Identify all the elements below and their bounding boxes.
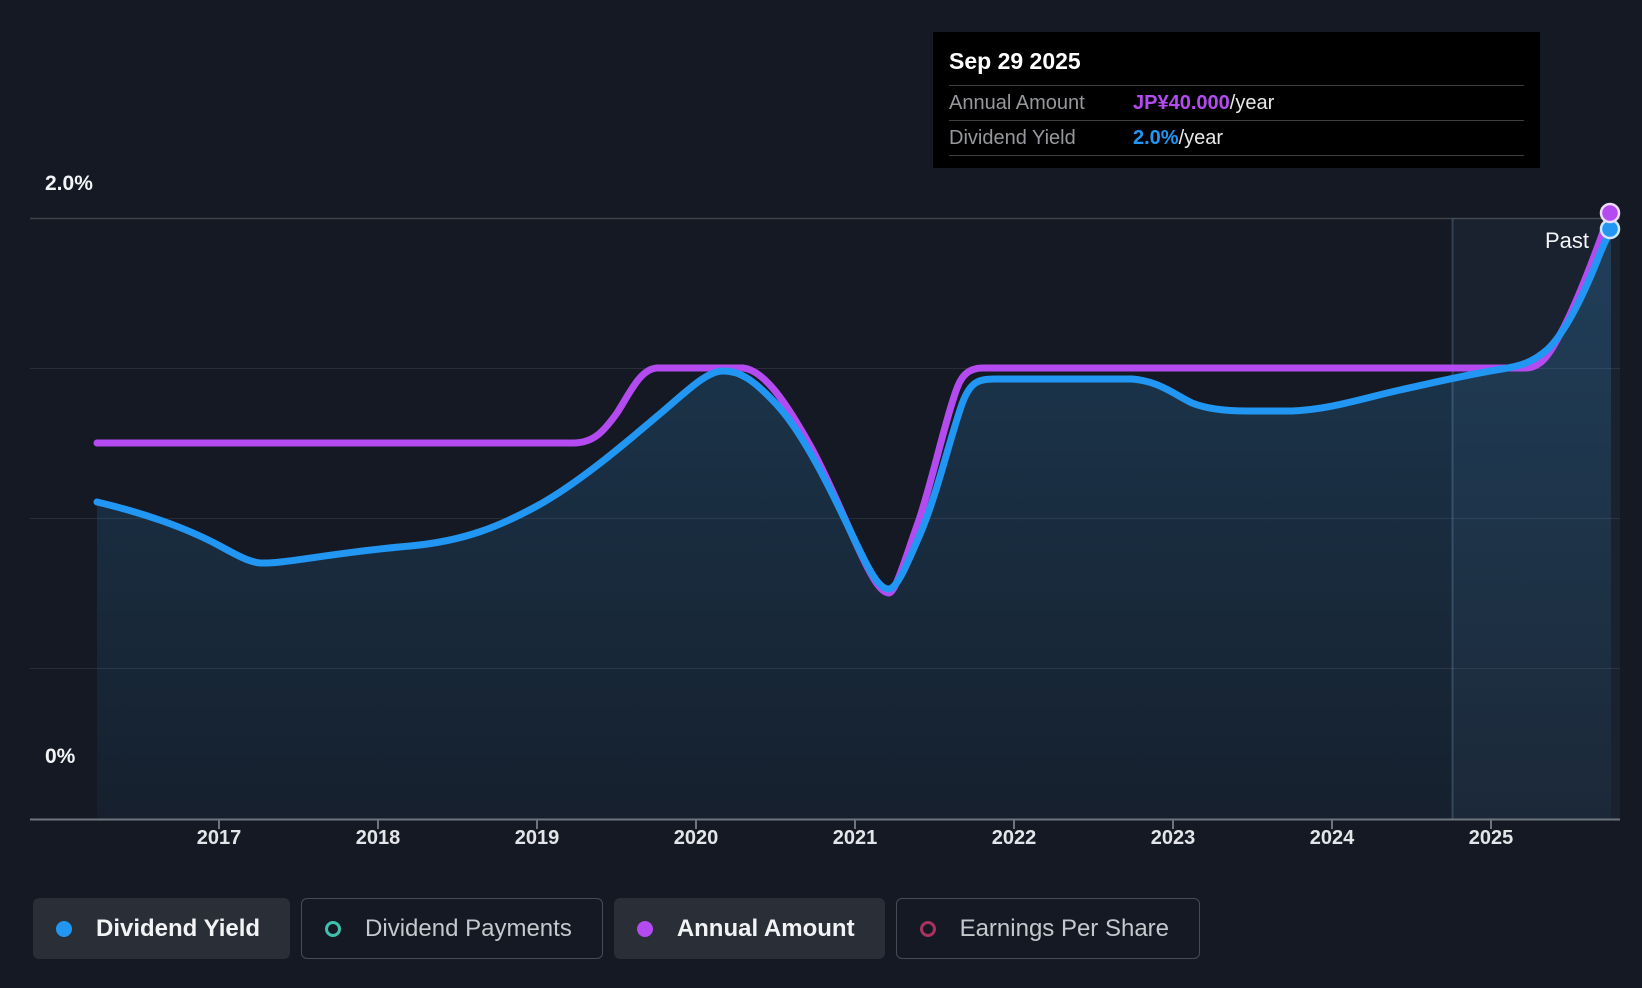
legend-toggle-dividend-yield[interactable]: Dividend Yield bbox=[33, 898, 291, 959]
legend-label: Annual Amount bbox=[676, 914, 855, 942]
dividend-yield-area bbox=[97, 229, 1611, 819]
legend-toggle-annual-amount[interactable]: Annual Amount bbox=[613, 898, 885, 959]
x-axis-label-2025: 2025 bbox=[1468, 827, 1514, 849]
x-axis-label-2018: 2018 bbox=[355, 827, 401, 849]
tooltip-annual-amount-label: Annual Amount bbox=[949, 91, 1085, 114]
dividend-yield-swatch-icon bbox=[56, 920, 72, 937]
tooltip-date: Sep 29 2025 bbox=[949, 42, 1524, 86]
dividend-yield-line bbox=[93, 225, 1615, 593]
tooltip-row-annual-amount: Annual Amount JP¥40.000 /year bbox=[949, 86, 1524, 121]
x-axis-label-2017: 2017 bbox=[196, 827, 242, 849]
tooltip-dividend-yield-value: 2.0% bbox=[1133, 126, 1179, 149]
legend-label: Earnings Per Share bbox=[959, 914, 1170, 942]
x-axis-label-2021: 2021 bbox=[832, 827, 878, 849]
legend-label: Dividend Payments bbox=[365, 914, 572, 942]
chart-legend: Dividend Yield Dividend Payments Annual … bbox=[33, 898, 1201, 959]
x-axis-label-2023: 2023 bbox=[1150, 827, 1196, 849]
dividend-payments-swatch-icon bbox=[325, 920, 342, 937]
x-axis bbox=[30, 818, 1620, 829]
legend-toggle-earnings-per-share[interactable]: Earnings Per Share bbox=[895, 898, 1201, 959]
tooltip-row-dividend-yield: Dividend Yield 2.0% /year bbox=[949, 121, 1524, 156]
legend-toggle-dividend-payments[interactable]: Dividend Payments bbox=[301, 898, 603, 959]
x-axis-label-2022: 2022 bbox=[991, 827, 1037, 849]
tooltip-annual-amount-value: JP¥40.000 bbox=[1133, 91, 1230, 114]
y-axis-label-top: 2.0% bbox=[45, 172, 93, 195]
chart-tooltip: Sep 29 2025 Annual Amount JP¥40.000 /yea… bbox=[933, 32, 1540, 168]
x-axis-label-2020: 2020 bbox=[673, 827, 719, 849]
x-axis-label-2024: 2024 bbox=[1309, 827, 1355, 849]
tooltip-annual-amount-suffix: /year bbox=[1229, 91, 1275, 114]
earnings-per-share-swatch-icon bbox=[919, 920, 936, 937]
x-axis-label-2019: 2019 bbox=[514, 827, 560, 849]
y-axis-label-bottom: 0% bbox=[45, 745, 76, 768]
tooltip-dividend-yield-suffix: /year bbox=[1178, 126, 1224, 149]
annual-amount-endpoint-marker[interactable] bbox=[1599, 202, 1621, 224]
past-region-label: Past bbox=[1545, 228, 1590, 253]
legend-label: Dividend Yield bbox=[96, 914, 261, 942]
tooltip-dividend-yield-label: Dividend Yield bbox=[949, 126, 1076, 149]
annual-amount-swatch-icon bbox=[636, 920, 653, 937]
